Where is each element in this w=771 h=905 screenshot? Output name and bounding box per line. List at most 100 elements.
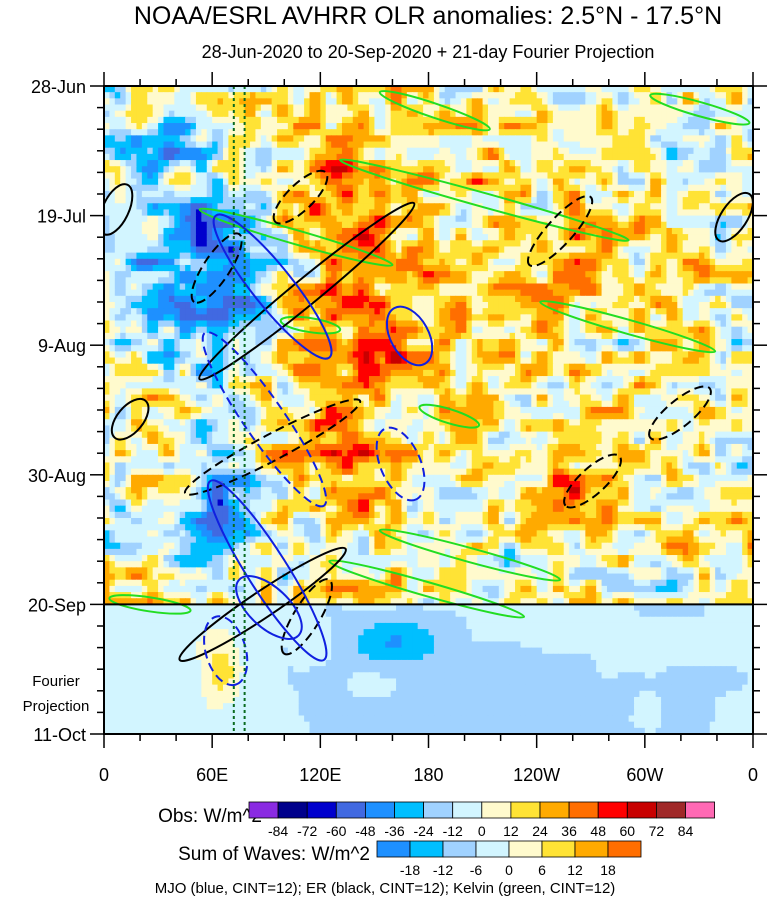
heatmap-cell: [163, 326, 170, 334]
heatmap-cell: [509, 172, 516, 180]
heatmap-cell: [720, 172, 727, 180]
heatmap-cell: [109, 86, 116, 93]
heatmap-cell: [228, 326, 235, 334]
heatmap-cell: [569, 209, 576, 217]
heatmap-cell: [698, 135, 705, 143]
heatmap-cell: [222, 178, 229, 186]
heatmap-cell: [628, 326, 635, 334]
heatmap-cell: [704, 283, 711, 291]
heatmap-cell: [136, 314, 143, 322]
heatmap-cell: [606, 135, 613, 143]
heatmap-cell: [228, 129, 235, 136]
heatmap-cell: [742, 178, 749, 186]
heatmap-cell: [542, 129, 549, 136]
heatmap-cell: [114, 314, 121, 322]
heatmap-cell: [396, 129, 403, 136]
heatmap-cell: [688, 271, 695, 278]
heatmap-cell: [390, 172, 397, 180]
heatmap-cell: [736, 332, 743, 340]
heatmap-cell: [396, 153, 403, 161]
heatmap-cell: [201, 184, 208, 192]
heatmap-cell: [222, 203, 229, 211]
heatmap-cell: [623, 197, 630, 204]
heatmap-cell: [163, 240, 170, 248]
heatmap-cell: [255, 184, 262, 192]
heatmap-cell: [617, 178, 624, 186]
heatmap-cell: [347, 86, 354, 93]
heatmap-cell: [606, 209, 613, 217]
heatmap-cell: [563, 277, 570, 285]
heatmap-cell: [504, 197, 511, 204]
heatmap-cell: [547, 326, 554, 334]
heatmap-cell: [433, 332, 440, 340]
heatmap-cell: [152, 221, 159, 229]
heatmap-cell: [704, 190, 711, 198]
heatmap-cell: [217, 116, 224, 124]
heatmap-cell: [374, 147, 381, 155]
heatmap-cell: [325, 246, 332, 254]
heatmap-cell: [709, 289, 716, 297]
heatmap-cell: [509, 203, 516, 211]
heatmap-cell: [347, 234, 354, 241]
heatmap-cell: [655, 123, 662, 130]
heatmap-cell: [628, 135, 635, 143]
heatmap-cell: [114, 264, 121, 272]
heatmap-cell: [423, 332, 430, 340]
heatmap-cell: [612, 141, 619, 149]
heatmap-cell: [163, 141, 170, 149]
heatmap-cell: [152, 178, 159, 186]
heatmap-cell: [358, 98, 365, 106]
heatmap-cell: [320, 178, 327, 186]
heatmap-cell: [179, 246, 186, 254]
heatmap-cell: [168, 110, 175, 118]
heatmap-cell: [147, 147, 154, 155]
heatmap-cell: [601, 135, 608, 143]
heatmap-cell: [125, 147, 132, 155]
heatmap-cell: [525, 302, 532, 309]
heatmap-cell: [190, 289, 197, 297]
heatmap-cell: [104, 104, 111, 112]
heatmap-cell: [120, 271, 127, 278]
heatmap-cell: [493, 302, 500, 309]
heatmap-cell: [201, 227, 208, 235]
heatmap-cell: [704, 197, 711, 204]
heatmap-cell: [477, 283, 484, 291]
heatmap-cell: [482, 116, 489, 124]
heatmap-cell: [320, 116, 327, 124]
heatmap-cell: [455, 240, 462, 248]
heatmap-cell: [623, 227, 630, 235]
heatmap-cell: [179, 129, 186, 136]
heatmap-cell: [374, 86, 381, 93]
heatmap-cell: [320, 141, 327, 149]
heatmap-cell: [731, 277, 738, 285]
heatmap-cell: [374, 234, 381, 241]
heatmap-cell: [260, 172, 267, 180]
heatmap-cell: [590, 234, 597, 241]
heatmap-cell: [487, 289, 494, 297]
heatmap-cell: [385, 289, 392, 297]
heatmap-cell: [585, 147, 592, 155]
heatmap-cell: [487, 178, 494, 186]
heatmap-cell: [428, 184, 435, 192]
heatmap-cell: [612, 160, 619, 167]
heatmap-cell: [693, 332, 700, 340]
heatmap-cell: [579, 166, 586, 173]
heatmap-cell: [369, 295, 376, 303]
heatmap-cell: [498, 153, 505, 161]
heatmap-cell: [212, 252, 219, 260]
heatmap-cell: [720, 332, 727, 340]
heatmap-cell: [309, 277, 316, 285]
heatmap-cell: [704, 314, 711, 322]
heatmap-cell: [542, 197, 549, 204]
heatmap-cell: [331, 240, 338, 248]
heatmap-cell: [250, 271, 257, 278]
heatmap-cell: [304, 110, 311, 118]
heatmap-cell: [444, 86, 451, 93]
heatmap-cell: [347, 302, 354, 309]
heatmap-cell: [341, 258, 348, 266]
heatmap-cell: [542, 320, 549, 328]
heatmap-cell: [612, 240, 619, 248]
heatmap-cell: [617, 184, 624, 192]
heatmap-cell: [341, 252, 348, 260]
heatmap-cell: [612, 258, 619, 266]
